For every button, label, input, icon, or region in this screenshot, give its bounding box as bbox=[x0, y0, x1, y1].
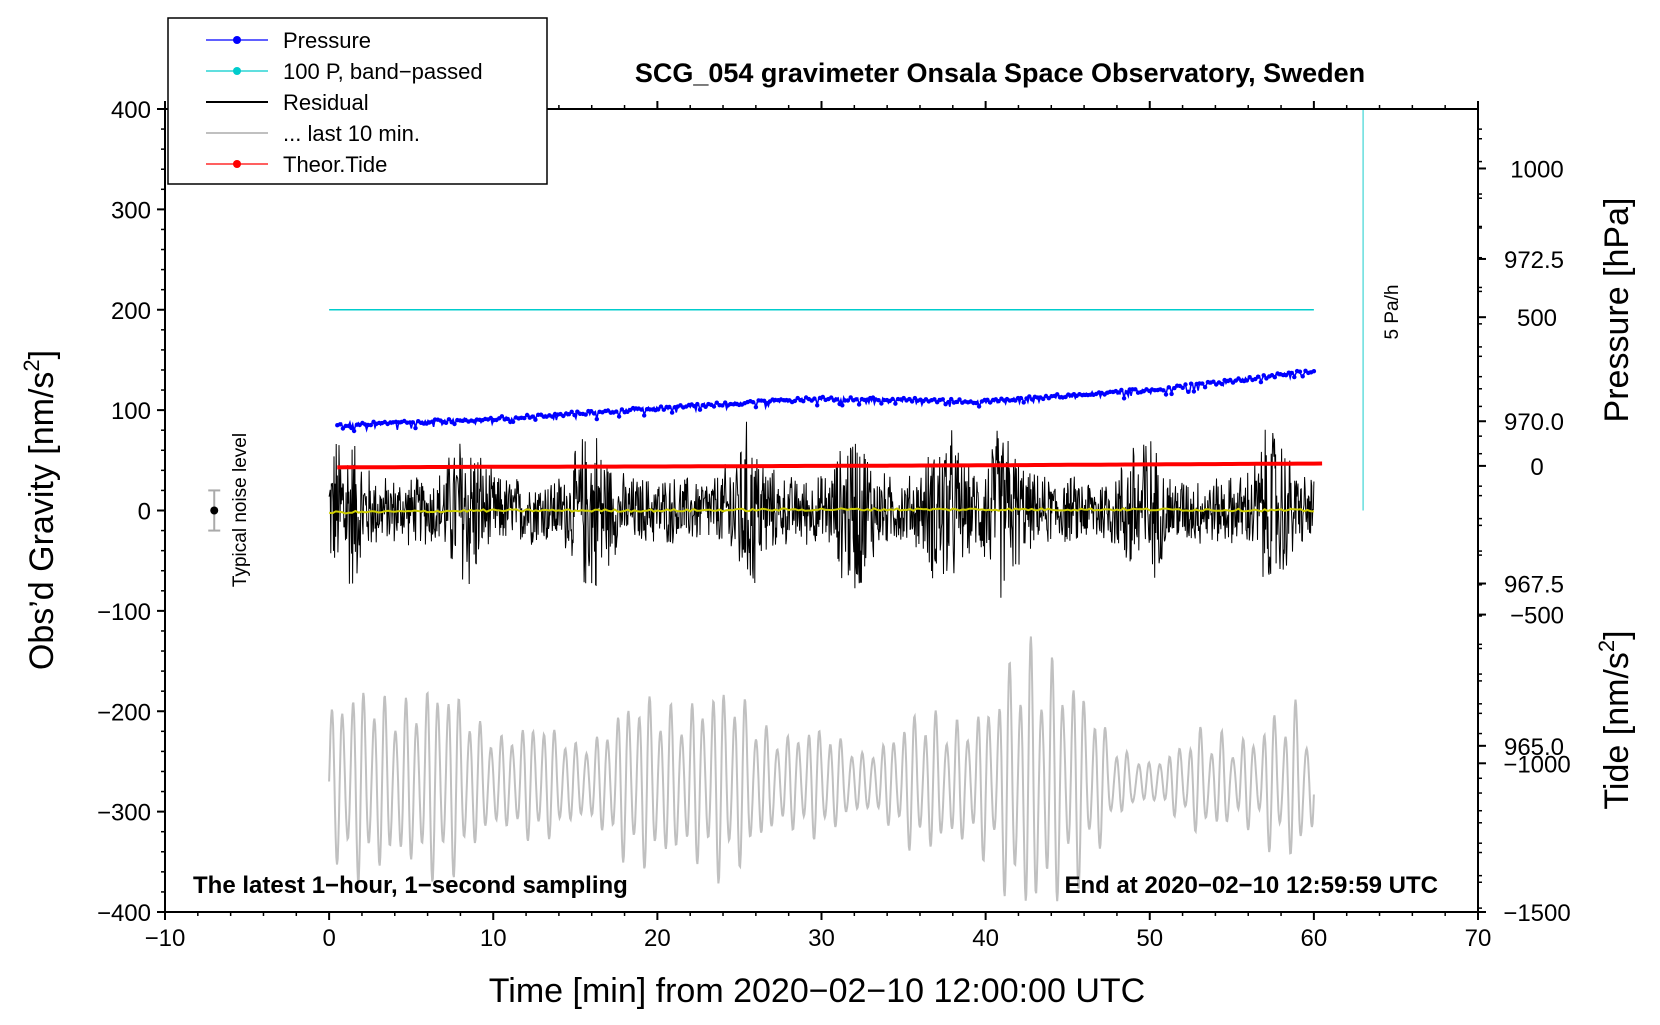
y-label-gravity-sup: 2 bbox=[19, 359, 44, 371]
x-tick-label: 10 bbox=[480, 925, 507, 952]
y-tick-label: −300 bbox=[97, 800, 151, 827]
y-label-tide-close: ] bbox=[1598, 630, 1636, 639]
tide-tick-label: 500 bbox=[1517, 305, 1557, 332]
last-10-min-line bbox=[328, 636, 1315, 902]
y-label-gravity-close: ] bbox=[23, 350, 61, 359]
y-axis-label-tide: Tide [nm/s2] bbox=[1594, 630, 1636, 809]
y-label-gravity-text: Obs’d Gravity [nm/s bbox=[23, 372, 61, 671]
legend: Pressure 100 P, band−passed Residual ... la… bbox=[167, 17, 548, 185]
pressure-tick-label: 972.5 bbox=[1504, 247, 1564, 274]
x-tick-label: 40 bbox=[972, 925, 999, 952]
pressure-tick-label: 967.5 bbox=[1504, 572, 1564, 599]
rate-label: 5 Pa/h bbox=[1382, 285, 1403, 340]
chart-title: SCG_054 gravimeter Onsala Space Observat… bbox=[635, 58, 1365, 88]
legend-entry-label: Residual bbox=[283, 90, 369, 115]
legend-swatch-marker bbox=[233, 67, 241, 75]
y-tick-label: 0 bbox=[138, 499, 151, 526]
y-tick-label: 200 bbox=[111, 298, 151, 325]
legend-swatch-marker bbox=[233, 36, 241, 44]
legend-entry-label: Pressure bbox=[283, 28, 371, 53]
pressure-tick-label: 965.0 bbox=[1504, 734, 1564, 761]
x-tick-label: 70 bbox=[1465, 925, 1492, 952]
y-tick-label: −100 bbox=[97, 599, 151, 626]
tide-tick-label: −1000 bbox=[1503, 751, 1570, 778]
x-tick-label: 60 bbox=[1301, 925, 1328, 952]
x-tick-label: 20 bbox=[644, 925, 671, 952]
left-corner-note: The latest 1−hour, 1−second sampling bbox=[193, 872, 628, 899]
legend-entry-label: ... last 10 min. bbox=[283, 121, 420, 146]
right-corner-note: End at 2020−02−10 12:59:59 UTC bbox=[1064, 872, 1438, 899]
y-axis-label-pressure: Pressure [hPa] bbox=[1598, 198, 1636, 423]
y-label-tide-sup: 2 bbox=[1594, 640, 1619, 652]
x-axis-label: Time [min] from 2020−02−10 12:00:00 UTC bbox=[489, 972, 1145, 1010]
y-tick-label: −400 bbox=[97, 900, 151, 927]
legend-swatch-marker bbox=[233, 160, 241, 168]
tide-tick-label: −1500 bbox=[1503, 900, 1570, 927]
axes-layer: −10 0 10 20 30 40 50 60 704003002001000−100−200−… bbox=[97, 97, 1571, 952]
pressure-tick-label: 970.0 bbox=[1504, 409, 1564, 436]
x-tick-label: 50 bbox=[1136, 925, 1163, 952]
y-label-tide-text: Tide [nm/s bbox=[1598, 652, 1636, 809]
noise-level-dot bbox=[210, 506, 219, 515]
y-axis-label-gravity: Obs’d Gravity [nm/s2] bbox=[19, 350, 61, 670]
x-tick-label: 30 bbox=[808, 925, 835, 952]
x-tick-label: −10 bbox=[145, 925, 186, 952]
tide-tick-label: 1000 bbox=[1510, 156, 1563, 183]
y-tick-label: −200 bbox=[97, 699, 151, 726]
data-layer bbox=[208, 109, 1364, 902]
theoretical-tide-line bbox=[337, 461, 1323, 470]
y-tick-label: 400 bbox=[111, 97, 151, 124]
x-tick-label: 0 bbox=[322, 925, 335, 952]
tide-tick-label: −500 bbox=[1510, 603, 1564, 630]
noise-level-label: Typical noise level bbox=[230, 433, 251, 587]
y-tick-label: 100 bbox=[111, 398, 151, 425]
pressure-line bbox=[337, 369, 1315, 433]
legend-entry-label: Theor.Tide bbox=[283, 152, 387, 177]
y-tick-label: 300 bbox=[111, 197, 151, 224]
legend-entry-label: 100 P, band−passed bbox=[283, 59, 483, 84]
tide-tick-label: 0 bbox=[1530, 454, 1543, 481]
residual-mean-line bbox=[328, 507, 1314, 515]
residual-line bbox=[328, 421, 1315, 598]
